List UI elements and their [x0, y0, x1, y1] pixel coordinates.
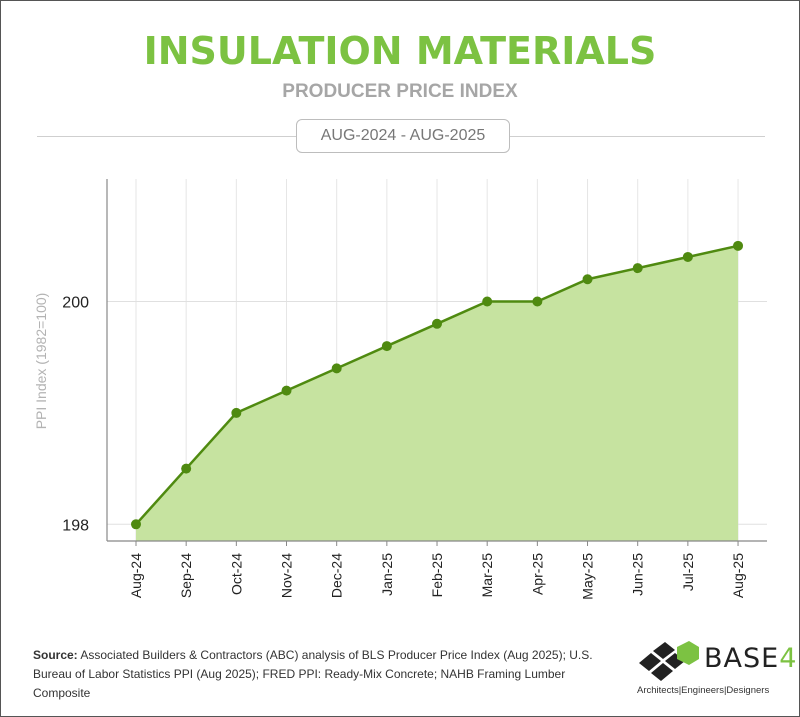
x-tick-label: Apr-25 — [529, 553, 545, 595]
x-tick-label: Jun-25 — [630, 553, 646, 596]
data-point — [131, 519, 141, 530]
source-label: Source: — [33, 648, 78, 662]
area-fill — [136, 245, 739, 542]
x-tick-label: Dec-24 — [329, 553, 345, 598]
page-subtitle: PRODUCER PRICE INDEX — [282, 81, 518, 102]
data-point — [381, 341, 392, 352]
divider-right — [509, 136, 765, 137]
data-point — [682, 251, 693, 262]
chart: Aug-24 Sep-24 Oct-24 Nov-24 Dec-24 Jan-25 Feb-… — [33, 179, 767, 600]
logo-tagline: Architects|Engineers|Designers — [637, 685, 770, 696]
x-tick-label: Oct-24 — [228, 553, 244, 595]
data-point — [582, 274, 593, 285]
x-tick-label: Jan-25 — [379, 553, 395, 596]
logo-mark-icon — [639, 641, 699, 681]
data-point — [733, 240, 744, 251]
data-point — [331, 363, 342, 374]
data-point — [181, 463, 192, 474]
data-points — [131, 240, 744, 530]
x-tick-label: Aug-25 — [730, 553, 746, 598]
data-point — [231, 407, 242, 418]
y-tick-labels: 198 200 — [62, 295, 89, 535]
data-point — [281, 385, 292, 396]
date-range-badge: AUG-2024 - AUG-2025 — [296, 119, 510, 153]
x-tick-label: Sep-24 — [178, 553, 194, 598]
divider-left — [37, 136, 297, 137]
x-tick-label: Mar-25 — [479, 553, 495, 598]
x-tick-label: Aug-24 — [128, 553, 144, 598]
base4-logo: BASE4 Architects|Engineers|Designers — [637, 641, 797, 701]
data-point — [632, 263, 643, 274]
logo-wordmark: BASE4 — [704, 643, 798, 674]
source-note: Source: Associated Builders & Contractor… — [33, 646, 593, 703]
x-tick-label: Nov-24 — [279, 553, 295, 598]
y-tick-label: 198 — [62, 517, 89, 534]
x-tick-label: Feb-25 — [429, 553, 445, 598]
axes — [106, 179, 767, 546]
y-tick-label: 200 — [62, 295, 89, 312]
page-title: INSULATION MATERIALS — [143, 29, 657, 73]
x-tick-label: May-25 — [580, 553, 596, 600]
x-tick-labels: Aug-24 Sep-24 Oct-24 Nov-24 Dec-24 Jan-25 Feb-… — [128, 553, 746, 600]
data-point — [482, 296, 493, 307]
data-point — [532, 296, 543, 307]
source-text: Associated Builders & Contractors (ABC) … — [33, 648, 593, 700]
x-tick-label: Jul-25 — [680, 553, 696, 591]
data-point — [432, 318, 443, 329]
y-axis-label: PPI Index (1982=100) — [33, 293, 49, 430]
